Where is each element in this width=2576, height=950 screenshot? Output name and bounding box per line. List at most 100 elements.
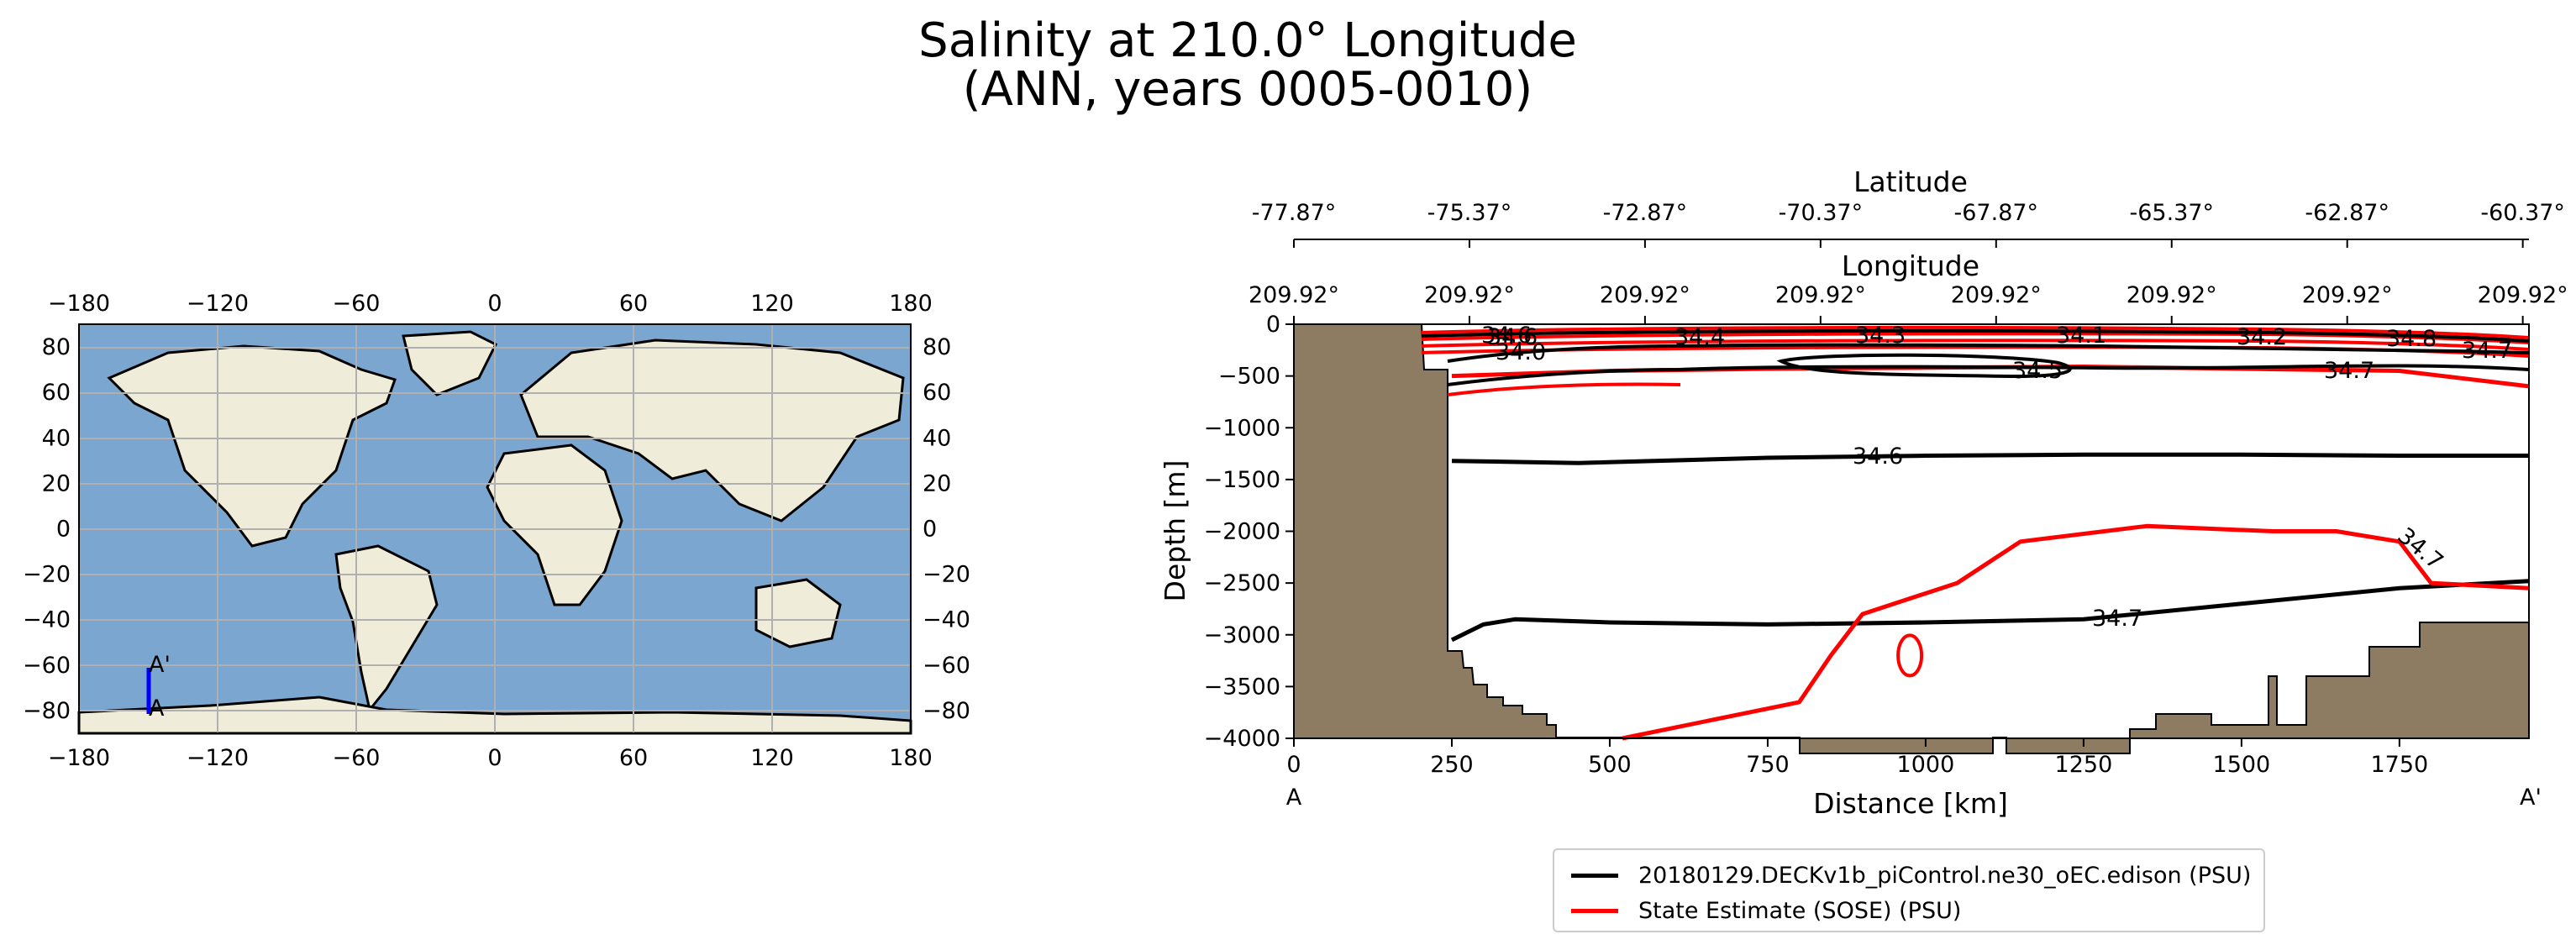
x-tick-label: 750 — [1746, 752, 1790, 778]
map-continents — [77, 330, 912, 735]
latitude-tick-label: -77.87° — [1252, 200, 1337, 226]
map-y-tick-label: −80 — [23, 698, 71, 724]
longitude-tick-label: 209.92° — [2478, 282, 2568, 308]
map-x-tick-label: 0 — [487, 745, 502, 771]
longitude-tick-label: 209.92° — [1249, 282, 1339, 308]
map-gridlines — [79, 324, 911, 733]
map-x-tick-label: −120 — [187, 745, 249, 771]
map-x-tick-label: −180 — [48, 745, 110, 771]
legend-swatch-obs — [1571, 908, 1618, 913]
obs-closed-contour — [1896, 633, 1924, 678]
obs-contour-label: 34.0 — [1496, 339, 1546, 365]
map-x-tick-label: 0 — [487, 291, 502, 317]
map-x-tick-label: 180 — [889, 291, 933, 317]
x-tick-label: 1500 — [2213, 752, 2271, 778]
latitude-ticks: -77.87° -75.37° -72.87° -70.37° -67.87° -65.3… — [1252, 200, 2565, 248]
y-tick-label: −2500 — [1204, 570, 1280, 596]
obs-contour-label: 34.4 — [1674, 324, 1725, 350]
legend-item-obs: State Estimate (SOSE) (PSU) — [1571, 894, 1961, 927]
map-x-tick-label: −60 — [333, 291, 381, 317]
x-tick-label: 1000 — [1897, 752, 1955, 778]
surface-contour-bundle — [1421, 325, 2530, 396]
map-x-tick-label: −180 — [48, 291, 110, 317]
obs-contour-label: 34.7 — [2324, 358, 2374, 384]
map-x-tick-label: 60 — [619, 291, 648, 317]
map-y-tick-label: −80 — [923, 698, 970, 724]
obs-contour-label: 34.3 — [1855, 323, 1906, 349]
map-point-a-prime: A' — [149, 652, 171, 678]
latitude-tick-label: -65.37° — [2129, 200, 2214, 226]
x-tick-label: 250 — [1430, 752, 1474, 778]
map-point-a: A — [149, 695, 165, 722]
y-tick-label: −500 — [1218, 364, 1280, 390]
x-tick-label: 1250 — [2055, 752, 2113, 778]
longitude-tick-label: 209.92° — [2302, 282, 2393, 308]
map-y-tick-label: 0 — [56, 517, 71, 543]
map-y-ticks-left: 80 60 40 20 0 −20 −40 −60 −80 — [23, 334, 71, 724]
obs-contour-label: 34.2 — [2237, 324, 2287, 350]
model-contour-label: 34.7 — [2462, 338, 2512, 364]
latitude-tick-label: -67.87° — [1954, 200, 2039, 226]
map-y-tick-label: 20 — [923, 470, 951, 496]
latitude-axis-label: Latitude — [1853, 165, 1968, 198]
y-tick-label: −4000 — [1204, 726, 1280, 752]
latitude-tick-label: -60.37° — [2480, 200, 2565, 226]
legend-label-obs: State Estimate (SOSE) (PSU) — [1638, 897, 1962, 924]
longitude-tick-label: 209.92° — [1424, 282, 1515, 308]
series-obs_34.7_deep — [1622, 523, 2530, 741]
model-contour-label: 34.6 — [1481, 323, 1532, 349]
section-x-ticks: 0 250 500 750 1000 1250 1500 1750 — [1286, 738, 2428, 778]
latitude-tick-label: -75.37° — [1427, 200, 1512, 226]
longitude-tick-label: 209.92° — [2127, 282, 2217, 308]
figure-title-line-2: (ANN, years 0005-0010) — [962, 62, 1533, 117]
x-tick-label: 1750 — [2370, 752, 2428, 778]
series-model_34.6_contour — [1451, 452, 2529, 465]
y-tick-label: 0 — [1266, 312, 1280, 338]
legend-swatch-model — [1571, 873, 1618, 878]
y-tick-label: −3500 — [1204, 674, 1280, 700]
y-tick-label: −2000 — [1204, 519, 1280, 545]
series-model_34.7_contour — [1450, 579, 2530, 643]
map-frame — [78, 323, 912, 734]
model-contour-label: 34.6 — [1853, 444, 1903, 470]
australia — [754, 578, 842, 648]
model-contour-label: 34.5 — [2012, 358, 2063, 384]
longitude-ticks: 209.92° 209.92° 209.92° 209.92° 209.92° 209.9… — [1249, 282, 2568, 324]
longitude-tick-label: 209.92° — [1775, 282, 1866, 308]
latitude-tick-label: -70.37° — [1779, 200, 1864, 226]
map-y-tick-label: 80 — [923, 334, 951, 360]
model-contour-label: 34.8 — [2386, 326, 2437, 352]
map-y-tick-label: 60 — [42, 380, 71, 406]
longitude-axis-label: Longitude — [1842, 249, 1979, 282]
map-y-tick-label: 40 — [42, 425, 71, 451]
map-x-tick-label: 120 — [750, 745, 794, 771]
map-y-tick-label: −60 — [923, 653, 970, 679]
map-y-tick-label: −60 — [23, 653, 71, 679]
x-axis-label: Distance [km] — [1813, 787, 2008, 820]
latitude-tick-label: -72.87° — [1603, 200, 1688, 226]
y-tick-label: −1000 — [1204, 415, 1280, 441]
legend-label-model: 20180129.DECKv1b_piControl.ne30_oEC.edis… — [1638, 862, 2252, 889]
map-y-tick-label: 0 — [923, 517, 937, 543]
obs-contour-label: 34.1 — [2056, 323, 2106, 349]
topography — [1293, 323, 2530, 754]
map-x-tick-label: −60 — [333, 745, 381, 771]
figure-title-line-1: Salinity at 210.0° Longitude — [918, 13, 1577, 68]
legend: 20180129.DECKv1b_piControl.ne30_oEC.edis… — [1553, 848, 2265, 932]
map-y-ticks-right: 80 60 40 20 0 −20 −40 −60 −80 — [923, 334, 970, 724]
map-panel: A' A −180 −120 −60 0 60 120 180 −180 −120 −60 0 60… — [23, 291, 970, 771]
section-end-label: A' — [2520, 785, 2542, 811]
map-y-tick-label: −20 — [923, 562, 970, 588]
map-y-tick-label: 60 — [923, 380, 951, 406]
africa — [486, 444, 623, 606]
section-panel: Latitude Longitude -77.87° -75.37° -72.87°… — [1159, 165, 2568, 820]
longitude-tick-label: 209.92° — [1951, 282, 2042, 308]
map-y-tick-label: −40 — [23, 607, 71, 633]
map-x-tick-label: 180 — [889, 745, 933, 771]
model-contour-label: 34.7 — [2092, 606, 2142, 632]
map-y-tick-label: −40 — [923, 607, 970, 633]
obs-contour-label: 34.6 — [1487, 324, 1538, 350]
section-start-label: A — [1286, 785, 1302, 811]
x-tick-label: 0 — [1286, 752, 1301, 778]
